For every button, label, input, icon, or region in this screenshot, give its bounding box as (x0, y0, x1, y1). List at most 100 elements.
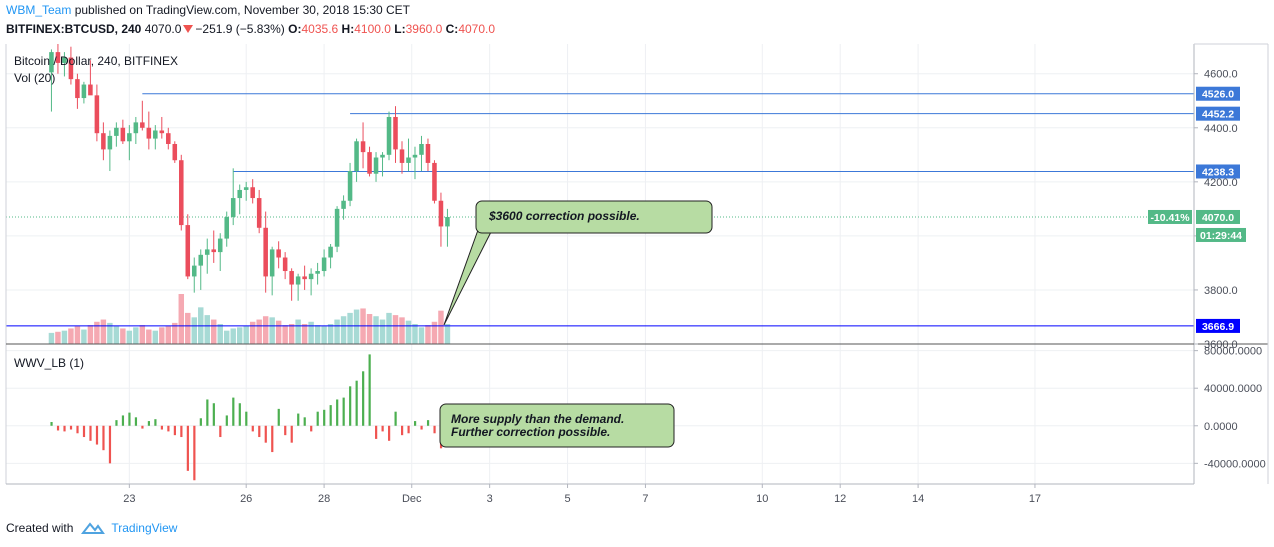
candle (75, 73, 80, 109)
volume-bar (444, 324, 451, 344)
volume-bar (301, 324, 308, 344)
candle-body (49, 52, 54, 73)
candle-body (334, 208, 340, 247)
candle-body (367, 152, 372, 174)
x-tick-label: 17 (1029, 493, 1041, 505)
candle-body (399, 149, 405, 163)
close-value: 4070.0 (458, 22, 496, 36)
volume-bar (223, 330, 230, 344)
x-tick-label: Dec (402, 493, 422, 505)
oscillator-bar (264, 425, 267, 443)
candle (289, 268, 294, 301)
volume-bar (386, 312, 392, 344)
volume-bar (288, 324, 295, 344)
candle (347, 162, 353, 207)
oscillator-bar (199, 418, 202, 426)
candle-body (354, 141, 359, 172)
candle-body (386, 116, 392, 155)
volume-bar (321, 326, 327, 344)
oscillator-bar (368, 354, 371, 426)
countdown-tag: 01:29:44 (1196, 227, 1246, 242)
candle-body (211, 249, 217, 253)
candle-body (243, 187, 249, 190)
candle (282, 252, 288, 280)
oscillator-bar (394, 411, 397, 426)
candle-body (166, 133, 171, 144)
tradingview-brand-link[interactable]: TradingView (111, 521, 178, 535)
volume-bar (68, 328, 74, 344)
note-line: More supply than the demand. (451, 412, 624, 426)
created-with-label: Created with (6, 521, 74, 535)
callout-box (475, 200, 713, 234)
open-label: O: (288, 22, 302, 36)
candle (224, 211, 229, 247)
volume-bar (243, 326, 249, 344)
candle (185, 214, 191, 280)
volume-bar (262, 316, 269, 344)
volume-bar (230, 328, 236, 344)
oscillator-bar (245, 411, 248, 426)
candle (62, 52, 67, 77)
volume-bar (308, 321, 314, 344)
candle-body (360, 141, 366, 153)
countdown-tag-bg (1196, 227, 1246, 242)
volume-bar (347, 312, 353, 344)
oscillator-bar (323, 409, 326, 426)
candle (438, 192, 444, 247)
symbol-line: BITFINEX:BTCUSD, 240 4070.0 −251.9 (−5.83… (6, 22, 495, 36)
candle (172, 141, 178, 163)
candle-body (198, 254, 204, 266)
last-price: 4070.0 (144, 22, 182, 36)
candle-body (393, 116, 398, 150)
volume-bar (327, 324, 334, 344)
y-tick-label: 3800.0 (1204, 285, 1238, 297)
volume-bar (379, 319, 386, 344)
volume-bar (178, 294, 185, 344)
oscillator-bar (381, 425, 384, 432)
tradingview-logo-icon (81, 522, 106, 534)
candle (360, 122, 366, 169)
volume-bar (334, 319, 340, 344)
candle-body (94, 95, 100, 134)
note-line: Further correction possible. (451, 425, 610, 439)
oscillator-bar (329, 405, 332, 426)
change-percent-tag: -10.41% (1148, 209, 1192, 224)
volume-bar (438, 310, 444, 344)
candle-body (153, 130, 158, 139)
oscillator-bar (284, 425, 287, 436)
candle-body (191, 265, 197, 277)
support-price-tag-bg (1196, 318, 1240, 333)
candle-body (88, 84, 93, 96)
y-tick-label: 4400.0 (1204, 123, 1238, 135)
candle (380, 152, 385, 177)
candle (204, 238, 210, 274)
note-box (439, 403, 675, 448)
candle (159, 116, 165, 139)
volume-bar (172, 322, 178, 344)
volume-bar (256, 319, 262, 344)
change-percent-tag-bg (1148, 209, 1192, 224)
oscillator-bar (433, 425, 436, 434)
symbol-label: BITFINEX:BTCUSD, 240 (6, 22, 142, 36)
candle (334, 206, 340, 253)
candle (81, 81, 87, 104)
candle (373, 152, 379, 182)
osc-y-tick-label: 40000.0000 (1204, 383, 1262, 395)
candle (49, 49, 54, 112)
resistance-price-tag: 4238.3 (1196, 164, 1240, 179)
x-tick-label: 14 (912, 493, 924, 505)
volume-bar (94, 321, 100, 344)
chart-area[interactable]: 3600.03800.04000.04200.04400.04600.08000… (0, 0, 1274, 515)
candle-body (321, 257, 327, 272)
callout-text: $3600 correction possible. (488, 209, 640, 223)
volume-bar (61, 330, 68, 344)
oscillator-bar (89, 425, 92, 441)
candle-body (81, 84, 87, 99)
author-link[interactable]: WBM_Team (6, 3, 72, 17)
candle-body (289, 271, 294, 285)
volume-bar (295, 319, 301, 344)
candle (393, 106, 398, 163)
candle (263, 211, 268, 293)
oscillator-bar (160, 425, 164, 430)
candle-body (159, 130, 165, 134)
